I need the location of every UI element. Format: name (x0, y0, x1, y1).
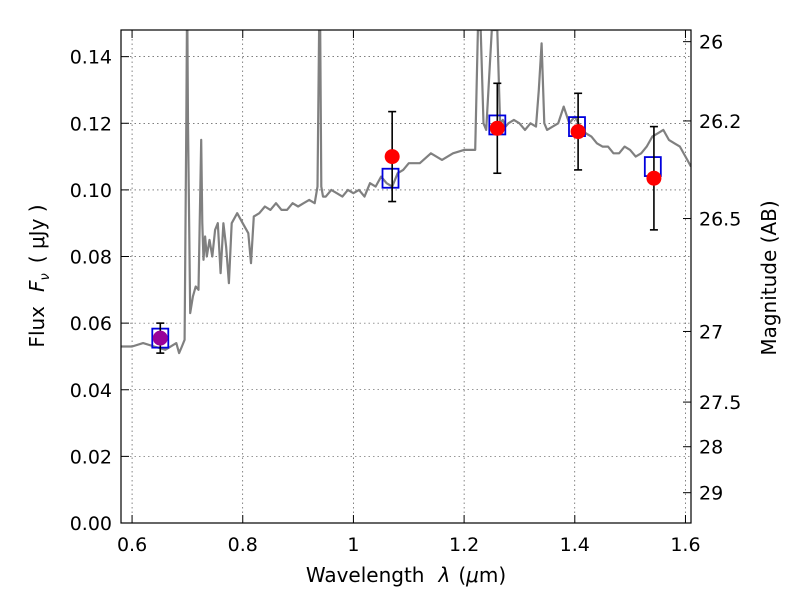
x-tick-label: 1.2 (449, 534, 479, 556)
y-tick-label: 0.14 (70, 47, 112, 69)
y-axis-label: Flux Fν ( μJy ) (25, 204, 53, 347)
observed-photometry-point (570, 124, 586, 140)
grid-lines (121, 30, 691, 524)
observed-photometry-point (489, 120, 505, 136)
x-tick-label: 0.8 (228, 534, 258, 556)
y2-tick-label: 28 (699, 437, 723, 459)
y2-tick-label: 27.5 (699, 392, 741, 414)
y-tick-label: 0.12 (70, 113, 112, 135)
y2-tick-label: 29 (699, 483, 723, 505)
model-photometry-point (381, 167, 400, 189)
y-axis-label-prefix: Flux (25, 306, 49, 348)
plot-area (121, 30, 691, 355)
x-axis-label-unit-open: ( (458, 563, 466, 587)
observed-photometry-point (384, 149, 400, 165)
x-tick-label: 1.4 (560, 534, 590, 556)
y-axis-label-symbol: F (25, 280, 49, 292)
x-axis-label-unit-mu: μ (465, 563, 479, 587)
y-tick-label: 0.00 (70, 513, 112, 535)
plot-frame (120, 29, 692, 524)
y-tick-label: 0.02 (70, 446, 112, 468)
y2-tick-label: 26 (699, 32, 723, 54)
x-axis-label: Wavelength λ (μm) (306, 563, 506, 587)
x-tick-label: 0.6 (117, 534, 147, 556)
y-tick-label: 0.10 (70, 180, 112, 202)
y-tick-label: 0.04 (70, 380, 112, 402)
y-tick-label: 0.06 (70, 313, 112, 335)
y-axis-label-sub: ν (38, 273, 53, 280)
y2-tick-label: 27 (699, 321, 723, 343)
y-tick-label: 0.08 (70, 247, 112, 269)
axis-ticks: 0.6 0.8 1 1.2 1.4 1.6 0.00 0.02 0.04 0.06 0.08 0.10… (70, 30, 741, 556)
x-axis-label-unit-rest: m) (479, 563, 506, 587)
y2-tick-label: 26.2 (699, 111, 741, 133)
observed-photometry-point (646, 170, 662, 186)
y-axis-label-unit: ( μJy ) (25, 204, 49, 263)
spectrum-line (121, 30, 691, 355)
y2-axis-label: Magnitude (AB) (757, 200, 781, 355)
x-axis-label-prefix: Wavelength (306, 563, 425, 587)
y2-tick-label: 26.5 (699, 209, 741, 231)
x-tick-label: 1.6 (670, 534, 700, 556)
x-axis-label-symbol: λ (437, 563, 450, 587)
x-tick-label: 1 (347, 534, 359, 556)
observed-photometry-point (152, 330, 168, 346)
